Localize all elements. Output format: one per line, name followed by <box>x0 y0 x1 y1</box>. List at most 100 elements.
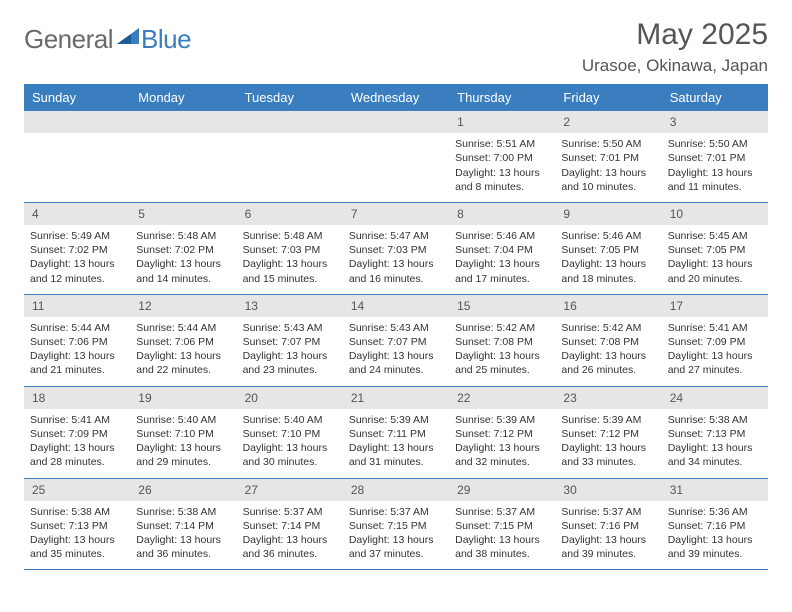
sunrise-line: Sunrise: 5:42 AM <box>455 321 549 335</box>
sunrise-line: Sunrise: 5:39 AM <box>455 413 549 427</box>
date-cell: 6 <box>237 202 343 225</box>
sunrise-line: Sunrise: 5:43 AM <box>243 321 337 335</box>
month-title: May 2025 <box>582 18 768 52</box>
sunrise-line: Sunrise: 5:36 AM <box>668 505 762 519</box>
sunrise-line: Sunrise: 5:41 AM <box>30 413 124 427</box>
date-cell <box>237 111 343 133</box>
info-cell: Sunrise: 5:44 AMSunset: 7:06 PMDaylight:… <box>24 317 130 386</box>
sunset-line: Sunset: 7:08 PM <box>561 335 655 349</box>
info-cell: Sunrise: 5:46 AMSunset: 7:05 PMDaylight:… <box>555 225 661 294</box>
date-row: 45678910 <box>24 202 768 225</box>
daylight-line: Daylight: 13 hours and 14 minutes. <box>136 257 230 285</box>
info-cell <box>237 133 343 202</box>
sunset-line: Sunset: 7:00 PM <box>455 151 549 165</box>
sunrise-line: Sunrise: 5:42 AM <box>561 321 655 335</box>
sunset-line: Sunset: 7:02 PM <box>30 243 124 257</box>
info-cell <box>343 133 449 202</box>
daylight-line: Daylight: 13 hours and 38 minutes. <box>455 533 549 561</box>
daylight-line: Daylight: 13 hours and 23 minutes. <box>243 349 337 377</box>
date-cell: 30 <box>555 478 661 501</box>
sunrise-line: Sunrise: 5:48 AM <box>243 229 337 243</box>
info-cell: Sunrise: 5:47 AMSunset: 7:03 PMDaylight:… <box>343 225 449 294</box>
sunset-line: Sunset: 7:02 PM <box>136 243 230 257</box>
daylight-line: Daylight: 13 hours and 16 minutes. <box>349 257 443 285</box>
daylight-line: Daylight: 13 hours and 24 minutes. <box>349 349 443 377</box>
daylight-line: Daylight: 13 hours and 21 minutes. <box>30 349 124 377</box>
date-cell: 24 <box>662 386 768 409</box>
sunrise-line: Sunrise: 5:40 AM <box>243 413 337 427</box>
sunrise-line: Sunrise: 5:51 AM <box>455 137 549 151</box>
sunrise-line: Sunrise: 5:37 AM <box>243 505 337 519</box>
sunset-line: Sunset: 7:09 PM <box>30 427 124 441</box>
info-cell: Sunrise: 5:38 AMSunset: 7:13 PMDaylight:… <box>662 409 768 478</box>
date-row: 25262728293031 <box>24 478 768 501</box>
sunrise-line: Sunrise: 5:39 AM <box>561 413 655 427</box>
sunrise-line: Sunrise: 5:37 AM <box>561 505 655 519</box>
info-cell: Sunrise: 5:38 AMSunset: 7:14 PMDaylight:… <box>130 501 236 570</box>
info-cell: Sunrise: 5:37 AMSunset: 7:15 PMDaylight:… <box>343 501 449 570</box>
date-cell: 12 <box>130 294 236 317</box>
daylight-line: Daylight: 13 hours and 11 minutes. <box>668 166 762 194</box>
day-header: Sunday <box>24 84 130 111</box>
date-cell: 5 <box>130 202 236 225</box>
date-row: 18192021222324 <box>24 386 768 409</box>
info-cell: Sunrise: 5:51 AMSunset: 7:00 PMDaylight:… <box>449 133 555 202</box>
date-cell: 23 <box>555 386 661 409</box>
sunset-line: Sunset: 7:12 PM <box>455 427 549 441</box>
day-header: Thursday <box>449 84 555 111</box>
day-header: Monday <box>130 84 236 111</box>
date-cell: 31 <box>662 478 768 501</box>
info-cell: Sunrise: 5:48 AMSunset: 7:02 PMDaylight:… <box>130 225 236 294</box>
day-header: Tuesday <box>237 84 343 111</box>
sunset-line: Sunset: 7:16 PM <box>561 519 655 533</box>
info-row: Sunrise: 5:38 AMSunset: 7:13 PMDaylight:… <box>24 501 768 570</box>
daylight-line: Daylight: 13 hours and 34 minutes. <box>668 441 762 469</box>
daylight-line: Daylight: 13 hours and 10 minutes. <box>561 166 655 194</box>
info-cell: Sunrise: 5:42 AMSunset: 7:08 PMDaylight:… <box>555 317 661 386</box>
daylight-line: Daylight: 13 hours and 27 minutes. <box>668 349 762 377</box>
sunset-line: Sunset: 7:07 PM <box>349 335 443 349</box>
sunset-line: Sunset: 7:05 PM <box>561 243 655 257</box>
sunrise-line: Sunrise: 5:49 AM <box>30 229 124 243</box>
date-cell: 13 <box>237 294 343 317</box>
calendar-table: Sunday Monday Tuesday Wednesday Thursday… <box>24 84 768 570</box>
info-cell: Sunrise: 5:43 AMSunset: 7:07 PMDaylight:… <box>237 317 343 386</box>
info-cell: Sunrise: 5:39 AMSunset: 7:12 PMDaylight:… <box>449 409 555 478</box>
sunset-line: Sunset: 7:10 PM <box>243 427 337 441</box>
daylight-line: Daylight: 13 hours and 35 minutes. <box>30 533 124 561</box>
sunrise-line: Sunrise: 5:40 AM <box>136 413 230 427</box>
date-cell: 26 <box>130 478 236 501</box>
day-header-row: Sunday Monday Tuesday Wednesday Thursday… <box>24 84 768 111</box>
date-cell <box>130 111 236 133</box>
date-cell: 7 <box>343 202 449 225</box>
logo-mark-icon <box>117 26 139 51</box>
sunrise-line: Sunrise: 5:48 AM <box>136 229 230 243</box>
sunset-line: Sunset: 7:01 PM <box>668 151 762 165</box>
daylight-line: Daylight: 13 hours and 32 minutes. <box>455 441 549 469</box>
header: General Blue May 2025 Urasoe, Okinawa, J… <box>24 18 768 76</box>
date-cell: 27 <box>237 478 343 501</box>
date-cell: 29 <box>449 478 555 501</box>
date-cell: 19 <box>130 386 236 409</box>
info-cell: Sunrise: 5:37 AMSunset: 7:15 PMDaylight:… <box>449 501 555 570</box>
info-cell: Sunrise: 5:41 AMSunset: 7:09 PMDaylight:… <box>24 409 130 478</box>
date-cell: 9 <box>555 202 661 225</box>
sunrise-line: Sunrise: 5:44 AM <box>30 321 124 335</box>
daylight-line: Daylight: 13 hours and 37 minutes. <box>349 533 443 561</box>
day-header: Wednesday <box>343 84 449 111</box>
sunset-line: Sunset: 7:14 PM <box>243 519 337 533</box>
info-cell: Sunrise: 5:37 AMSunset: 7:14 PMDaylight:… <box>237 501 343 570</box>
date-cell: 3 <box>662 111 768 133</box>
date-cell: 2 <box>555 111 661 133</box>
daylight-line: Daylight: 13 hours and 31 minutes. <box>349 441 443 469</box>
sunrise-line: Sunrise: 5:39 AM <box>349 413 443 427</box>
info-row: Sunrise: 5:49 AMSunset: 7:02 PMDaylight:… <box>24 225 768 294</box>
info-row: Sunrise: 5:44 AMSunset: 7:06 PMDaylight:… <box>24 317 768 386</box>
daylight-line: Daylight: 13 hours and 20 minutes. <box>668 257 762 285</box>
info-cell: Sunrise: 5:41 AMSunset: 7:09 PMDaylight:… <box>662 317 768 386</box>
daylight-line: Daylight: 13 hours and 12 minutes. <box>30 257 124 285</box>
daylight-line: Daylight: 13 hours and 15 minutes. <box>243 257 337 285</box>
logo: General Blue <box>24 24 191 55</box>
daylight-line: Daylight: 13 hours and 17 minutes. <box>455 257 549 285</box>
logo-text-blue: Blue <box>141 24 191 55</box>
